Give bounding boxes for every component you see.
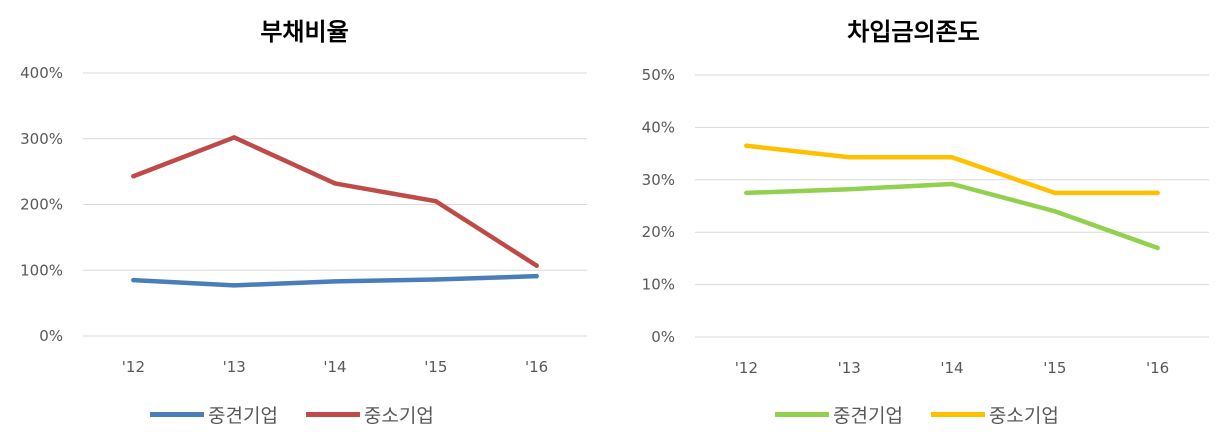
y-tick-label: 10% <box>642 276 675 294</box>
x-tick-label: '14 <box>323 358 346 376</box>
y-tick-label: 30% <box>642 171 675 189</box>
data-point <box>332 279 338 284</box>
legend-item-sme: 중소기업 <box>930 401 1059 428</box>
data-point <box>131 174 136 179</box>
data-point <box>1155 245 1160 251</box>
legend-item-midsize: 중견기업 <box>150 401 278 428</box>
x-tick-label: '16 <box>1146 359 1169 377</box>
data-point <box>847 155 852 160</box>
y-tick-label: 0% <box>651 328 675 346</box>
legend-label: 중소기업 <box>363 404 434 427</box>
x-tick-label: '13 <box>838 359 861 377</box>
data-point <box>847 187 852 192</box>
x-tick-label: '15 <box>1043 359 1066 377</box>
data-point <box>949 155 955 160</box>
data-point <box>1155 190 1160 196</box>
x-tick-label: '12 <box>735 359 758 377</box>
y-tick-label: 20% <box>642 223 675 241</box>
debt-ratio-chart: 부채비율 0% 100% 200% 300% 400% '12 '13 '14 '15 '16 중… <box>20 18 587 428</box>
x-tick-label: '12 <box>122 358 145 376</box>
x-tick-label: '13 <box>223 358 246 376</box>
legend-label: 중견기업 <box>833 404 903 427</box>
y-tick-label: 100% <box>20 261 63 279</box>
debt-ratio-plot: 0% 100% 200% 300% 400% '12 '13 '14 '15 '16 <box>20 64 587 376</box>
legend: 중견기업 중소기업 <box>150 400 462 428</box>
data-point <box>1052 209 1057 214</box>
y-tick-label: 0% <box>39 327 63 345</box>
legend-item-sme: 중소기업 <box>305 401 434 428</box>
data-point <box>433 277 438 282</box>
data-point <box>232 283 237 288</box>
legend-label: 중견기업 <box>208 404 278 427</box>
data-point <box>534 273 539 279</box>
x-tick-label: '16 <box>525 358 548 376</box>
data-point <box>332 181 338 186</box>
y-tick-label: 400% <box>20 64 63 82</box>
borrowing-dependence-chart: 차입금의존도 0% 10% 20% 30% 40% 50% '12'13'14'15'16 … <box>609 0 1218 432</box>
y-tick-label: 50% <box>642 66 675 84</box>
y-tick-label: 300% <box>20 130 63 148</box>
series-line-2 <box>131 135 539 268</box>
legend-swatch-midsize <box>775 411 829 417</box>
data-point <box>744 143 749 148</box>
data-point <box>744 190 749 196</box>
x-tick-label: '14 <box>940 359 963 377</box>
borrowing-dependence-plot: 0% 10% 20% 30% 40% 50% '12 '13 '14 '15 '16 <box>642 66 1209 377</box>
y-tick-label: 40% <box>642 118 675 136</box>
chart-title: 차입금의존도 <box>847 18 980 46</box>
x-tick-label: '15 <box>424 358 447 376</box>
data-point <box>1052 190 1057 196</box>
data-point <box>433 199 438 204</box>
legend-label: 중소기업 <box>988 404 1059 427</box>
data-point <box>232 135 237 140</box>
legend-swatch-sme <box>305 411 360 417</box>
legend-item-midsize: 중견기업 <box>775 401 903 428</box>
data-point <box>131 277 136 283</box>
legend-swatch-sme <box>930 411 985 417</box>
chart-title: 부채비율 <box>260 18 349 46</box>
data-point <box>949 181 955 187</box>
data-point <box>534 263 539 268</box>
legend: 중견기업 중소기업 <box>775 400 1087 428</box>
y-tick-label: 200% <box>20 196 63 214</box>
legend-swatch-midsize <box>150 411 204 417</box>
